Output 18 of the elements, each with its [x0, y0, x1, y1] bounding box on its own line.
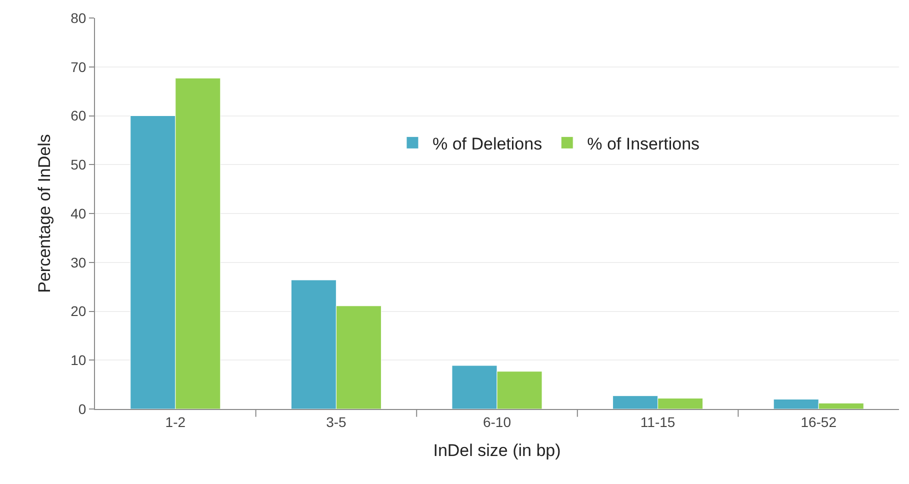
x-tick-label: 3-5	[326, 414, 347, 430]
y-tick-label: 60	[70, 108, 86, 124]
y-tick-label: 30	[70, 254, 86, 270]
y-tick-label: 0	[78, 400, 86, 417]
y-tick-label: 10	[70, 352, 86, 368]
x-tick-label: 11-15	[640, 414, 676, 430]
y-tick-label: 80	[70, 10, 86, 26]
y-axis-title: Percentage of InDels	[35, 134, 54, 293]
x-axis-title: InDel size (in bp)	[433, 441, 561, 460]
legend-label: % of Deletions	[432, 134, 542, 154]
legend-label: % of Insertions	[587, 134, 700, 154]
y-tick-label: 20	[70, 303, 86, 320]
y-tick-label: 70	[70, 58, 86, 75]
x-tick-label: 16-52	[800, 414, 837, 430]
y-tick-label: 40	[70, 205, 86, 222]
x-tick-label: 6-10	[482, 414, 512, 430]
x-tick-label: 1-2	[165, 414, 186, 430]
y-tick-label: 50	[70, 156, 86, 173]
